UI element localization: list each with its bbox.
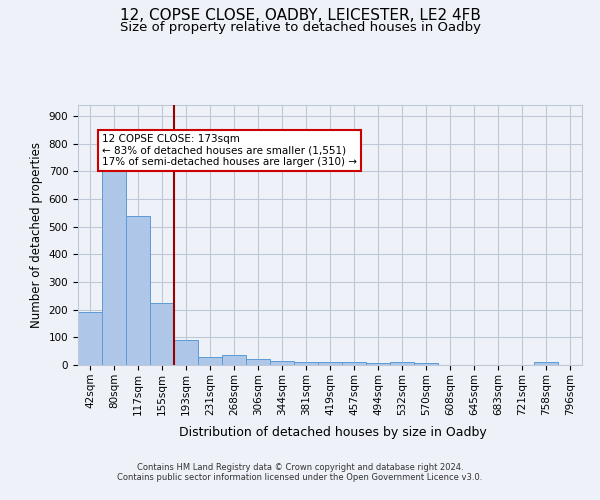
Bar	[126, 216, 150, 365]
Bar	[246, 358, 270, 365]
Bar	[78, 312, 102, 365]
Bar	[534, 362, 558, 365]
Bar	[342, 362, 366, 365]
Bar	[150, 303, 174, 365]
Bar	[102, 170, 126, 365]
Text: 12, COPSE CLOSE, OADBY, LEICESTER, LE2 4FB: 12, COPSE CLOSE, OADBY, LEICESTER, LE2 4…	[119, 8, 481, 22]
Bar	[174, 340, 198, 365]
Text: Contains public sector information licensed under the Open Government Licence v3: Contains public sector information licen…	[118, 474, 482, 482]
Text: 12 COPSE CLOSE: 173sqm
← 83% of detached houses are smaller (1,551)
17% of semi-: 12 COPSE CLOSE: 173sqm ← 83% of detached…	[102, 134, 357, 167]
Bar	[366, 363, 390, 365]
Text: Size of property relative to detached houses in Oadby: Size of property relative to detached ho…	[119, 21, 481, 34]
Bar	[270, 361, 294, 365]
Bar	[414, 363, 438, 365]
Text: Distribution of detached houses by size in Oadby: Distribution of detached houses by size …	[179, 426, 487, 439]
Bar	[294, 362, 318, 365]
Bar	[222, 355, 246, 365]
Bar	[198, 358, 222, 365]
Bar	[318, 362, 342, 365]
Y-axis label: Number of detached properties: Number of detached properties	[30, 142, 43, 328]
Bar	[390, 362, 414, 365]
Text: Contains HM Land Registry data © Crown copyright and database right 2024.: Contains HM Land Registry data © Crown c…	[137, 464, 463, 472]
